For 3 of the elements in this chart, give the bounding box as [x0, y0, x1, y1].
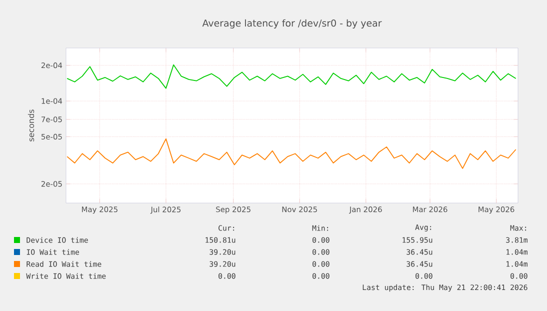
line-series — [66, 138, 516, 169]
chart-title: Average latency for /dev/sr0 - by year — [202, 19, 382, 29]
line-series — [66, 64, 516, 89]
